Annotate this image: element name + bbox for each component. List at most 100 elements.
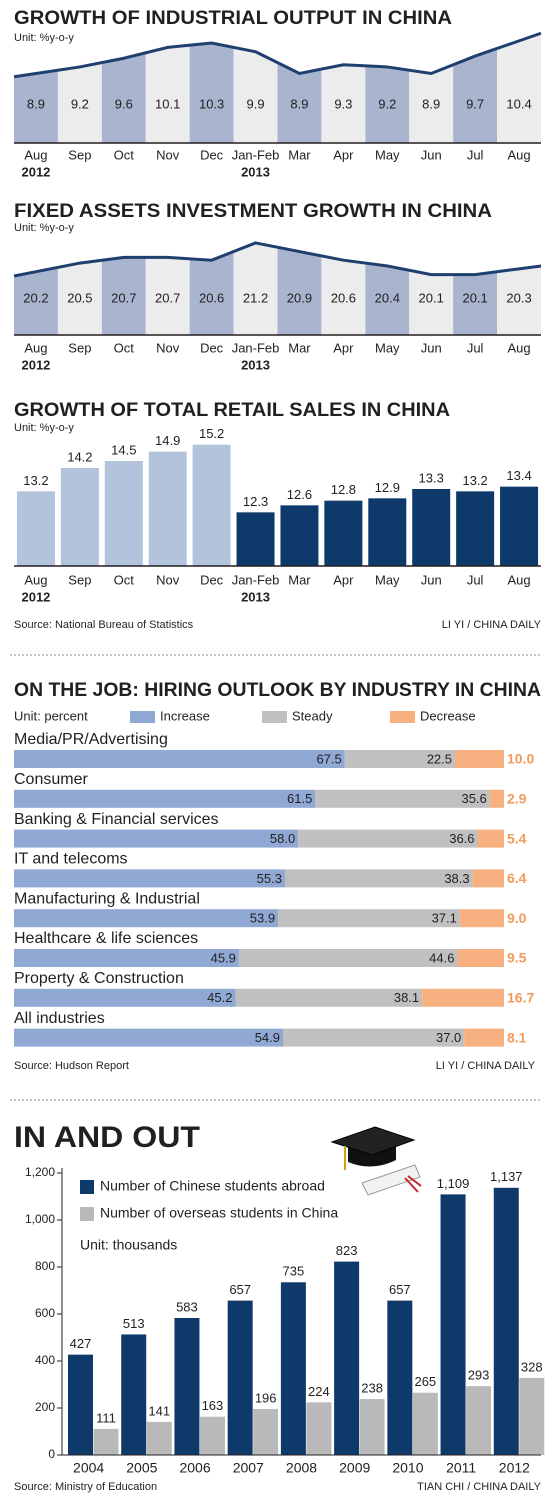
- bar: [440, 1194, 466, 1455]
- value-label: 9.5: [507, 950, 527, 966]
- bar: [227, 1300, 253, 1455]
- value-label: 55.3: [257, 871, 282, 886]
- y-tick-label: 0: [48, 1447, 55, 1461]
- bar-segment: [283, 1028, 465, 1047]
- x-tick-label: Aug: [24, 340, 47, 355]
- value-label: 20.5: [67, 290, 92, 305]
- value-label: 13.3: [419, 470, 444, 485]
- bar: [519, 1377, 545, 1455]
- column: [497, 33, 541, 144]
- column: [14, 267, 58, 335]
- bar: [236, 512, 275, 566]
- value-label: 20.1: [419, 290, 444, 305]
- value-label: 9.3: [334, 96, 352, 111]
- value-label: 14.2: [67, 449, 92, 464]
- bar: [466, 1386, 492, 1455]
- bar: [253, 1408, 279, 1455]
- x-tick-label: 2004: [73, 1460, 104, 1476]
- value-label: 53.9: [250, 911, 275, 926]
- column: [101, 257, 146, 335]
- x-tick-label: May: [375, 147, 400, 162]
- category-label: All industries: [14, 1010, 105, 1027]
- column: [189, 251, 234, 335]
- column: [145, 257, 190, 335]
- value-label: 9.6: [115, 96, 133, 111]
- chart-title: IN AND OUT: [14, 1121, 200, 1154]
- legend-swatch: [80, 1180, 94, 1194]
- column: [409, 270, 454, 335]
- x-tick-label: Jan-Feb: [232, 340, 280, 355]
- legend-swatch: [130, 711, 155, 723]
- value-label: 20.2: [23, 290, 48, 305]
- column: [189, 43, 234, 143]
- bar-segment: [472, 869, 504, 888]
- cap-top: [330, 1126, 416, 1156]
- value-label: 583: [176, 1299, 198, 1314]
- value-label: 20.4: [375, 290, 400, 305]
- ribbon: [404, 1175, 422, 1193]
- x-tick-label: Jul: [467, 340, 484, 355]
- bar-segment: [14, 869, 285, 888]
- category-label: Banking & Financial services: [14, 811, 219, 828]
- x-tick-label: 2009: [339, 1460, 370, 1476]
- value-label: 657: [229, 1282, 251, 1297]
- legend-label: Number of Chinese students abroad: [100, 1178, 325, 1194]
- legend-label: Decrease: [420, 708, 476, 723]
- bar-segment: [422, 988, 504, 1007]
- bar-segment: [14, 789, 316, 808]
- bar: [68, 1354, 93, 1455]
- value-label: 13.4: [506, 468, 531, 483]
- x-tick-label: Jun: [421, 572, 442, 587]
- x-tick-label: Nov: [156, 147, 180, 162]
- value-label: 9.2: [378, 96, 396, 111]
- x-tick-label: Dec: [200, 340, 224, 355]
- chart-title: FIXED ASSETS INVESTMENT GROWTH IN CHINA: [14, 201, 492, 222]
- x-tick-label: 2008: [286, 1460, 317, 1476]
- y-tick-label: 400: [35, 1353, 55, 1367]
- x-tick-label: 2011: [446, 1460, 476, 1476]
- value-label: 6.4: [507, 870, 527, 886]
- diploma: [361, 1164, 421, 1196]
- value-label: 265: [414, 1374, 436, 1389]
- x-tick-label: Nov: [156, 340, 180, 355]
- x-tick-label: Oct: [114, 340, 135, 355]
- category-label: Media/PR/Advertising: [14, 731, 168, 748]
- x-tick-label: Apr: [333, 572, 354, 587]
- bar: [121, 1334, 147, 1455]
- y-tick-label: 200: [35, 1400, 55, 1414]
- value-label: 58.0: [270, 831, 295, 846]
- x-tick-label: Aug: [507, 340, 530, 355]
- value-label: 8.9: [290, 96, 308, 111]
- value-label: 513: [123, 1316, 145, 1331]
- value-label: 20.3: [506, 290, 531, 305]
- x-tick-label: Jun: [421, 147, 442, 162]
- bar: [192, 444, 231, 566]
- x-tick-label: Jul: [467, 147, 484, 162]
- bar-segment: [278, 909, 460, 928]
- graduation-cap-icon: [330, 1126, 422, 1196]
- value-label: 36.6: [449, 831, 474, 846]
- bar-segment: [238, 949, 458, 967]
- annotation: Unit: thousands: [80, 1237, 177, 1253]
- bar-segment: [284, 869, 473, 888]
- value-label: 37.0: [436, 1030, 461, 1045]
- value-label: 38.3: [444, 871, 469, 886]
- bar: [199, 1416, 225, 1455]
- chart-subtitle: Unit: percent: [14, 708, 88, 723]
- source: Source: National Bureau of Statistics: [14, 619, 194, 631]
- column: [277, 62, 322, 143]
- chart-subtitle: Unit: %y-o-y: [14, 222, 74, 234]
- x-tick-label: 2012: [499, 1460, 530, 1476]
- bar: [146, 1421, 172, 1455]
- value-label: 61.5: [287, 791, 312, 806]
- x-tick-label: Oct: [114, 147, 135, 162]
- bar: [456, 491, 495, 566]
- x-tick-label: Jul: [467, 572, 484, 587]
- column: [365, 263, 410, 335]
- value-label: 111: [96, 1410, 116, 1425]
- x-tick-label: Sep: [68, 572, 91, 587]
- x-tick-label: Sep: [68, 340, 91, 355]
- bar-segment: [459, 909, 504, 928]
- x-tick-label: Dec: [200, 572, 224, 587]
- bar-segment: [14, 750, 345, 768]
